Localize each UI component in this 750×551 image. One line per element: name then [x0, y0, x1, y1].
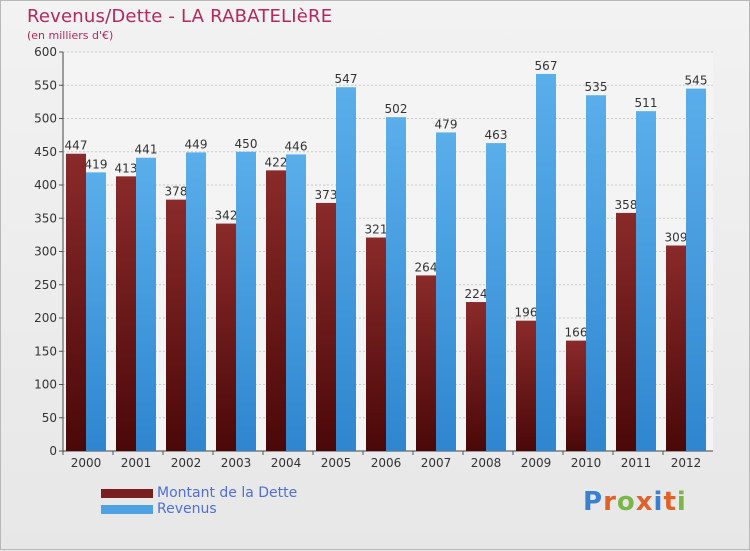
bar-revenus: [586, 95, 606, 451]
y-tick-label: 400: [34, 178, 57, 192]
data-label-dette: 224: [465, 287, 488, 301]
data-label-revenus: 535: [585, 80, 608, 94]
proxiti-logo: Proxiti: [583, 487, 687, 517]
x-tick-label: 2005: [321, 456, 352, 470]
bar-dette: [466, 302, 486, 451]
x-tick-label: 2010: [571, 456, 602, 470]
x-tick-label: 2003: [221, 456, 252, 470]
y-tick-label: 50: [42, 411, 57, 425]
data-label-dette: 378: [165, 185, 188, 199]
bar-revenus: [286, 154, 306, 451]
data-label-revenus: 450: [235, 137, 258, 151]
y-tick-label: 0: [49, 444, 57, 458]
bar-revenus: [336, 87, 356, 452]
y-tick-label: 500: [34, 112, 57, 126]
bar-dette: [166, 199, 186, 451]
legend-label-revenus: Revenus: [157, 501, 217, 517]
data-label-revenus: 567: [535, 59, 558, 73]
y-tick-label: 350: [34, 211, 57, 225]
x-tick-label: 2009: [521, 456, 552, 470]
bar-revenus: [436, 132, 456, 451]
y-tick-label: 550: [34, 78, 57, 92]
x-tick-label: 2006: [371, 456, 402, 470]
data-label-revenus: 449: [185, 137, 208, 151]
y-tick-label: 300: [34, 245, 57, 259]
x-tick-label: 2011: [621, 456, 652, 470]
bar-revenus: [386, 117, 406, 452]
x-tick-label: 2000: [71, 456, 102, 470]
data-label-revenus: 463: [485, 128, 508, 142]
bar-dette: [566, 340, 586, 451]
logo-letter: x: [635, 487, 654, 517]
data-label-dette: 309: [665, 231, 688, 245]
bar-dette: [216, 223, 236, 451]
bar-revenus: [536, 73, 556, 451]
data-label-revenus: 419: [85, 157, 108, 171]
legend-swatch-revenus: [101, 504, 153, 514]
legend: Montant de la Dette Revenus: [101, 485, 297, 517]
bar-dette: [66, 153, 86, 451]
data-label-dette: 196: [515, 306, 538, 320]
data-label-revenus: 446: [285, 139, 308, 153]
data-label-revenus: 545: [685, 74, 708, 88]
x-tick-label: 2007: [421, 456, 452, 470]
chart-subtitle: (en milliers d'€): [27, 29, 114, 42]
data-label-dette: 321: [365, 223, 388, 237]
x-tick-label: 2008: [471, 456, 502, 470]
bar-revenus: [486, 143, 506, 452]
legend-label-dette: Montant de la Dette: [157, 485, 298, 501]
x-tick-label: 2012: [671, 456, 702, 470]
bar-dette: [616, 212, 636, 451]
y-tick-label: 150: [34, 344, 57, 358]
logo-letter: o: [616, 487, 636, 517]
data-label-dette: 264: [415, 260, 438, 274]
data-label-revenus: 479: [435, 117, 458, 131]
legend-item-dette: Montant de la Dette: [101, 485, 297, 501]
legend-item-revenus: Revenus: [101, 501, 297, 517]
data-label-dette: 373: [315, 188, 338, 202]
x-tick-label: 2002: [171, 456, 202, 470]
logo-letter: i: [676, 487, 687, 517]
data-label-revenus: 502: [385, 102, 408, 116]
data-label-dette: 166: [565, 326, 588, 340]
bar-revenus: [236, 151, 256, 451]
data-label-dette: 447: [65, 139, 88, 153]
bar-revenus: [86, 172, 106, 452]
logo-letter: P: [583, 487, 604, 517]
logo-letter: r: [603, 487, 617, 517]
bar-revenus: [636, 111, 656, 451]
y-tick-label: 100: [34, 378, 57, 392]
bar-dette: [416, 275, 436, 451]
chart-title: Revenus/Dette - LA RABATELIèRE: [27, 6, 333, 27]
bar-dette: [366, 237, 386, 451]
data-label-revenus: 547: [335, 72, 358, 86]
y-tick-label: 250: [34, 278, 57, 292]
legend-swatch-dette: [101, 488, 153, 498]
bar-dette: [316, 202, 336, 451]
bar-dette: [666, 245, 686, 451]
bar-dette: [266, 170, 286, 451]
bar-revenus: [686, 88, 706, 451]
data-label-dette: 342: [215, 209, 238, 223]
data-label-dette: 413: [115, 161, 138, 175]
bar-revenus: [136, 157, 156, 452]
bar-dette: [116, 176, 136, 452]
data-label-revenus: 441: [135, 143, 158, 157]
bar-dette: [516, 320, 536, 451]
data-label-dette: 358: [615, 198, 638, 212]
y-tick-label: 450: [34, 145, 57, 159]
y-tick-label: 600: [34, 45, 57, 59]
y-tick-label: 200: [34, 311, 57, 325]
data-label-revenus: 511: [635, 96, 658, 110]
x-tick-label: 2001: [121, 456, 152, 470]
x-tick-label: 2004: [271, 456, 302, 470]
bar-revenus: [186, 152, 206, 452]
data-label-dette: 422: [265, 155, 288, 169]
logo-letter: t: [663, 487, 677, 517]
logo-letter: i: [653, 487, 664, 517]
